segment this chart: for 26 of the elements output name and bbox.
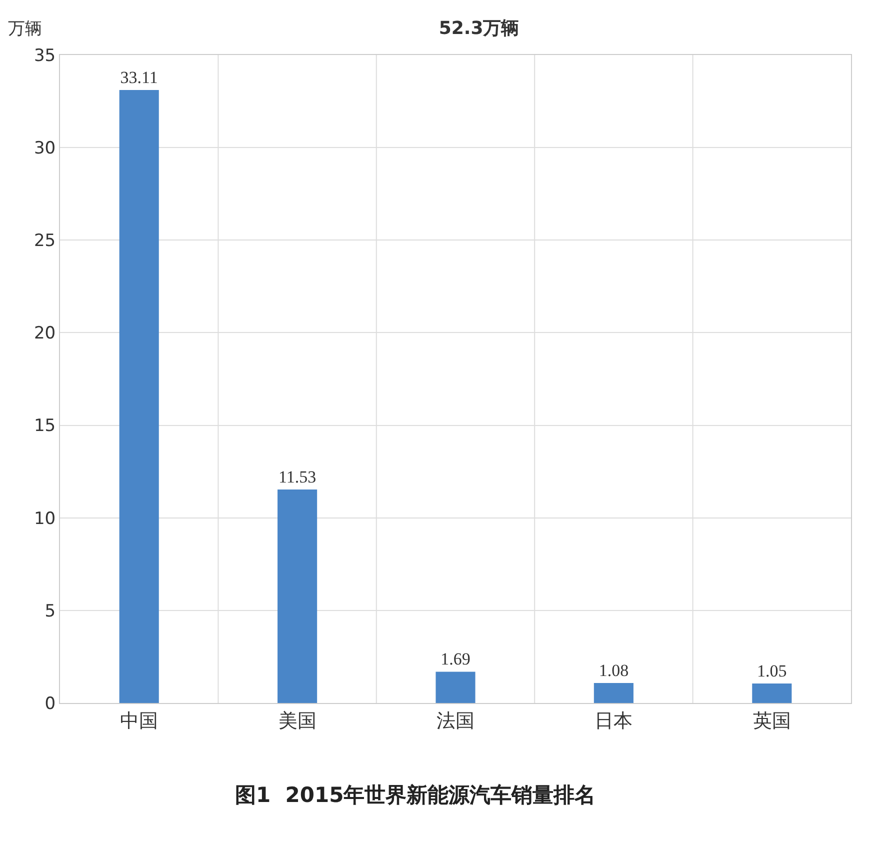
- data-label: 1.08: [598, 661, 629, 680]
- x-tick-label: 法国: [436, 710, 474, 732]
- bar: [278, 490, 318, 703]
- y-tick-label: 30: [34, 138, 56, 159]
- y-tick-label: 5: [44, 601, 56, 622]
- y-tick-label: 10: [34, 508, 56, 529]
- bar: [436, 672, 476, 703]
- bar: [594, 683, 634, 703]
- x-tick-label: 中国: [120, 710, 158, 732]
- y-tick-label: 20: [34, 324, 56, 344]
- y-tick-label: 0: [44, 694, 56, 714]
- x-tick-label: 英国: [752, 710, 791, 732]
- y-tick-label: 15: [34, 416, 56, 436]
- chart-title: 52.3万辆: [438, 18, 520, 39]
- x-tick-label: 日本: [594, 710, 633, 732]
- y-axis-title: 万辆: [8, 19, 42, 39]
- x-tick-label: 美国: [278, 710, 316, 732]
- data-label: 1.05: [757, 662, 787, 681]
- bar: [119, 90, 159, 703]
- y-tick-label: 25: [34, 231, 56, 252]
- data-label: 33.11: [120, 68, 158, 87]
- bar: [752, 684, 792, 703]
- caption: 图1 2015年世界新能源汽车销量排名: [235, 783, 596, 807]
- data-label: 11.53: [278, 468, 316, 487]
- data-label: 1.69: [440, 650, 470, 669]
- y-tick-label: 35: [34, 46, 56, 66]
